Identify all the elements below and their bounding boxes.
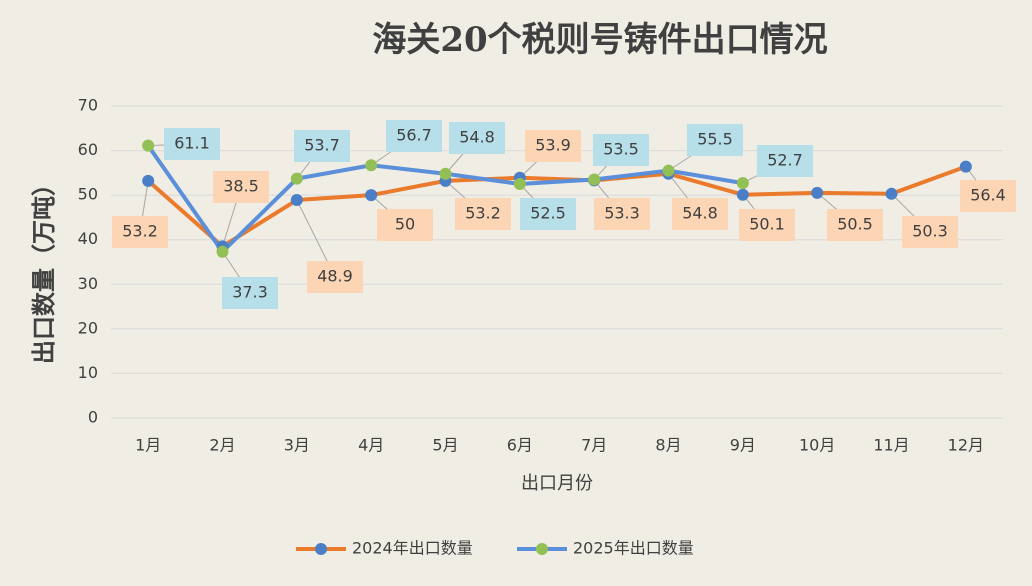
data-label: 50.5 xyxy=(837,215,873,234)
data-label: 53.7 xyxy=(304,136,340,155)
y-tick-label: 20 xyxy=(78,318,98,337)
data-label: 55.5 xyxy=(697,130,733,149)
data-label-box xyxy=(594,198,650,230)
x-tick-label: 8月 xyxy=(655,436,681,455)
y-tick-label: 10 xyxy=(78,363,98,382)
data-label: 50.1 xyxy=(749,215,785,234)
data-label-box xyxy=(294,130,350,162)
x-tick-label: 5月 xyxy=(432,436,458,455)
y-tick-label: 50 xyxy=(78,185,98,204)
data-label: 53.2 xyxy=(465,204,501,223)
data-label: 52.7 xyxy=(767,151,803,170)
marker xyxy=(290,172,303,185)
legend-marker xyxy=(315,543,327,555)
marker xyxy=(365,189,378,202)
data-label: 56.4 xyxy=(970,186,1006,205)
y-tick-label: 60 xyxy=(78,140,98,159)
y-tick-label: 30 xyxy=(78,274,98,293)
data-label-box xyxy=(757,145,813,177)
data-label-box xyxy=(960,180,1016,212)
x-tick-label: 2月 xyxy=(209,436,235,455)
y-tick-label: 70 xyxy=(78,96,98,115)
data-label: 48.9 xyxy=(317,267,353,286)
x-tick-label: 7月 xyxy=(581,436,607,455)
chart-title: 海关20个税则号铸件出口情况 xyxy=(372,20,827,60)
marker xyxy=(439,167,452,180)
x-tick-label: 12月 xyxy=(948,436,984,455)
marker xyxy=(736,177,749,190)
y-tick-label: 0 xyxy=(88,408,98,427)
data-label: 56.7 xyxy=(396,126,432,145)
x-tick-label: 9月 xyxy=(730,436,756,455)
data-label-box xyxy=(222,277,278,309)
marker xyxy=(142,174,155,187)
x-axis-label: 出口月份 xyxy=(521,473,593,494)
data-label: 61.1 xyxy=(174,134,210,153)
legend-label: 2024年出口数量 xyxy=(352,539,473,558)
marker xyxy=(365,159,378,172)
data-label: 54.8 xyxy=(682,204,718,223)
data-label: 53.3 xyxy=(604,204,640,223)
data-label: 52.5 xyxy=(530,204,566,223)
data-label-box xyxy=(672,198,728,230)
marker xyxy=(811,186,824,199)
data-label: 54.8 xyxy=(459,128,495,147)
data-label: 53.2 xyxy=(122,222,158,241)
marker xyxy=(142,139,155,152)
data-label-box xyxy=(827,209,883,241)
data-label-box xyxy=(520,198,576,230)
data-label-box xyxy=(902,216,958,248)
y-tick-label: 40 xyxy=(78,229,98,248)
legend-label: 2025年出口数量 xyxy=(573,539,694,558)
data-label-box xyxy=(112,216,168,248)
data-label-box xyxy=(377,209,433,241)
data-label-box xyxy=(386,120,442,152)
x-tick-label: 4月 xyxy=(358,436,384,455)
x-tick-label: 3月 xyxy=(284,436,310,455)
marker xyxy=(885,187,898,200)
marker xyxy=(662,164,675,177)
marker xyxy=(588,173,601,186)
marker xyxy=(216,245,229,258)
y-axis-label: 出口数量（万吨） xyxy=(30,172,58,364)
data-label-box xyxy=(593,134,649,166)
marker xyxy=(736,188,749,201)
data-label-box xyxy=(307,261,363,293)
marker xyxy=(959,160,972,173)
data-label: 53.5 xyxy=(603,140,639,159)
data-label: 37.3 xyxy=(232,283,268,302)
x-tick-label: 1月 xyxy=(135,436,161,455)
data-label: 38.5 xyxy=(223,177,259,196)
marker xyxy=(513,178,526,190)
x-tick-label: 11月 xyxy=(873,436,909,455)
data-label: 53.9 xyxy=(535,136,571,155)
data-label-box xyxy=(687,124,743,156)
series-line xyxy=(146,164,967,249)
x-tick-label: 10月 xyxy=(799,436,835,455)
data-label-box xyxy=(739,209,795,241)
data-label-box xyxy=(213,171,269,203)
x-tick-label: 6月 xyxy=(507,436,533,455)
data-label-box xyxy=(455,198,511,230)
data-label-box xyxy=(164,128,220,160)
legend-marker xyxy=(536,543,548,555)
data-label-box xyxy=(525,130,581,162)
data-label-box xyxy=(449,122,505,154)
marker xyxy=(290,194,303,207)
data-label: 50.3 xyxy=(912,222,948,241)
data-label: 50 xyxy=(395,215,415,234)
